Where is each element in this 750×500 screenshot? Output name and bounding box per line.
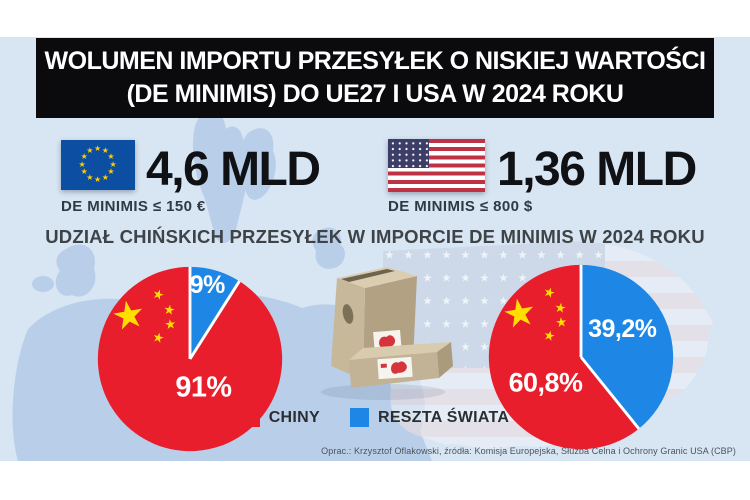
- pie-label-china-ue27: 91%: [175, 371, 231, 403]
- title-line-2: (DE MINIMIS) DO UE27 I USA W 2024 ROKU: [126, 80, 624, 108]
- eu-flag-icon: ★ ★ ★ ★ ★ ★ ★ ★ ★ ★ ★ ★: [61, 140, 135, 190]
- us-flag-icon: [388, 139, 485, 192]
- pie-label-rest-usa: 39,2%: [588, 315, 657, 343]
- legend-label-chiny: CHINY: [268, 408, 320, 426]
- legend-item-reszta-swiata: RESZTA ŚWIATA: [349, 408, 510, 427]
- pie-chart-ue27: 9% 91%: [94, 263, 286, 455]
- pie-label-rest-ue27: 9%: [190, 271, 225, 299]
- legend-swatch-reszta-swiata: [349, 408, 369, 427]
- usa-import-volume-value: 1,36 MLD: [497, 143, 697, 196]
- pie-chart-usa: 39,2% 60,8%: [485, 261, 677, 453]
- legend-item-chiny: CHINY: [240, 408, 320, 427]
- usa-de-minimis-caption: DE MINIMIS ≤ 800 $: [388, 198, 533, 215]
- chart-section-subtitle: UDZIAŁ CHIŃSKICH PRZESYŁEK W IMPORCIE DE…: [45, 226, 705, 247]
- us-flag-canton: [388, 139, 429, 168]
- chart-legend: CHINY RESZTA ŚWIATA: [0, 408, 750, 427]
- credit-line: Oprac.: Krzysztof Oflakowski, źródła: Ko…: [321, 446, 736, 456]
- eu-import-volume-value: 4,6 MLD: [146, 143, 321, 196]
- legend-swatch-chiny: [240, 408, 260, 427]
- title-banner: WOLUMEN IMPORTU PRZESYŁEK O NISKIEJ WART…: [36, 38, 714, 118]
- package-boxes-icon: [303, 262, 457, 402]
- legend-label-reszta-swiata: RESZTA ŚWIATA: [377, 408, 510, 426]
- title-line-1: WOLUMEN IMPORTU PRZESYŁEK O NISKIEJ WART…: [44, 47, 706, 75]
- eu-de-minimis-caption: DE MINIMIS ≤ 150 €: [61, 198, 206, 215]
- pie-label-china-usa: 60,8%: [509, 368, 583, 398]
- flat-box: [349, 342, 453, 388]
